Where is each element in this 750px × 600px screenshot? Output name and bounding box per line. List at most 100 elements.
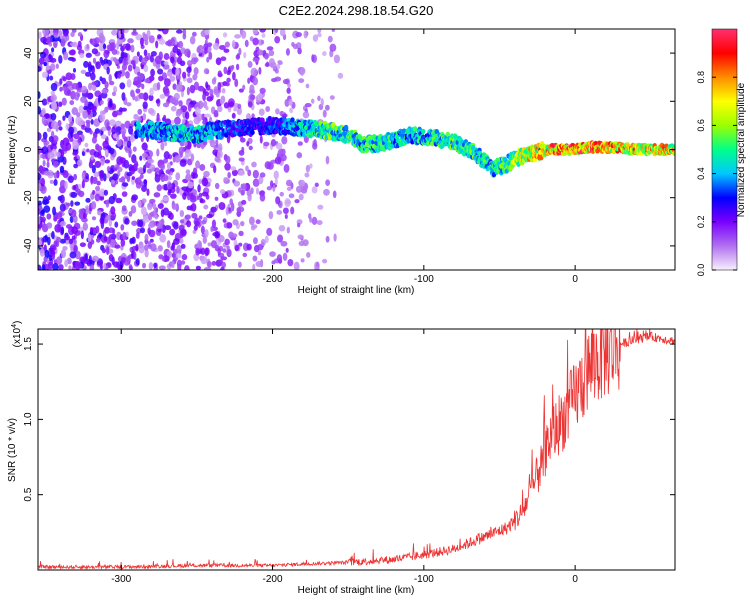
spectrogram-cell	[223, 223, 228, 229]
spectrogram-cell	[45, 64, 50, 71]
spectrogram-cell	[131, 220, 138, 226]
spectrogram-cell	[217, 149, 223, 159]
spectrogram-cell	[158, 219, 165, 225]
spectrogram-cell	[91, 164, 96, 174]
spectrogram-cell	[241, 183, 247, 192]
spectrogram-cell	[79, 53, 85, 59]
spectrogram-cell	[204, 247, 209, 257]
spectrogram-cell	[244, 39, 249, 48]
spectrogram-cell	[195, 160, 201, 169]
spectrogram-cell	[251, 161, 257, 168]
spectrogram-cell	[65, 224, 73, 229]
spectrogram-y-label: Frequency (Hz)	[7, 116, 18, 185]
spectrogram-cell	[217, 81, 222, 91]
spectrogram-cell	[232, 219, 239, 226]
snr-frame	[37, 328, 676, 571]
spectrogram-cell	[290, 206, 295, 215]
spectrogram-cell	[76, 159, 83, 167]
spectrogram-cell	[120, 224, 125, 231]
spectrogram-cell	[309, 217, 313, 223]
spectrogram-cell	[99, 265, 103, 270]
spectrogram-cell	[111, 126, 116, 135]
spectrogram-cell	[81, 217, 88, 223]
spectrogram-cell	[236, 53, 240, 59]
spectrogram-cell	[243, 51, 247, 59]
spectrogram-cell	[46, 222, 53, 229]
spectrogram-cell	[206, 42, 213, 47]
spectrogram-cell	[86, 43, 90, 50]
spectrogram-cell	[52, 251, 56, 260]
spectrogram-cell	[217, 247, 221, 256]
spectrogram-cell	[148, 35, 155, 44]
spectrogram-cell	[221, 88, 226, 94]
spectrogram-cell	[201, 220, 207, 225]
spectrogram-cell	[325, 235, 330, 243]
spectrogram-cell	[194, 220, 200, 227]
spectrogram-cell	[157, 29, 164, 32]
spectrogram-cell	[314, 266, 320, 270]
spectrogram-cell	[104, 226, 111, 234]
spectrogram-cell	[142, 262, 147, 269]
spectrogram-cell	[114, 58, 120, 65]
spectrogram-cell	[298, 193, 304, 201]
spectrogram-cell	[220, 256, 228, 261]
spectrogram-cell	[43, 256, 48, 263]
spectrogram-cell	[190, 202, 197, 212]
spectrogram-cell	[72, 151, 78, 156]
spectrogram-cell	[309, 163, 313, 169]
spectrogram-cell	[59, 86, 63, 92]
colorbar-gradient	[711, 28, 738, 271]
spectrogram-cell	[286, 87, 291, 94]
spectrogram-cell	[70, 73, 76, 80]
spectrogram-cell	[92, 105, 97, 113]
spectrogram-cell	[264, 161, 272, 170]
spectrogram-cell	[137, 200, 142, 209]
spectrogram-cell	[278, 224, 286, 232]
spectrogram-cell	[238, 157, 245, 162]
spectrogram-cell	[38, 239, 43, 247]
spectrogram-cell	[132, 29, 137, 35]
spectrogram-cell	[48, 53, 52, 61]
spectrogram-cell	[108, 253, 114, 262]
spectrogram-cell	[144, 233, 149, 242]
spectrogram-cell	[231, 169, 238, 177]
spectrogram-cell	[47, 152, 55, 159]
spectrogram-cell	[42, 29, 50, 36]
spectrogram-cell	[220, 56, 227, 62]
spectrogram-cell	[48, 135, 54, 143]
spectrogram-cell	[60, 40, 66, 47]
spectrogram-cell	[261, 33, 266, 38]
spectrogram-cell	[53, 172, 58, 179]
spectrogram-cell	[222, 218, 227, 223]
colorbar: 0.0 0.2 0.4 0.6 0.8 Normalized spectral ampl…	[696, 28, 747, 276]
spectrogram-cell	[317, 32, 322, 38]
spectrogram-cell	[179, 209, 185, 218]
spectrogram-cell	[44, 249, 50, 259]
spectrogram-cell	[204, 229, 209, 238]
spectrogram-cell	[109, 239, 116, 248]
spectrogram-cell	[299, 179, 306, 187]
spectrogram-cell	[310, 98, 315, 104]
spectrogram-cell	[245, 113, 250, 120]
spectrogram-cell	[285, 179, 293, 187]
spectrogram-cell	[121, 205, 127, 212]
spectrogram-cell	[108, 74, 112, 83]
spectrogram-cell	[158, 38, 166, 45]
spectrogram-marks	[38, 29, 675, 270]
spectrogram-cell	[202, 92, 206, 102]
spectrogram-cell	[180, 228, 187, 237]
spectrogram-cell	[71, 235, 76, 240]
spectrogram-cell	[252, 37, 259, 46]
spectrogram-cell	[59, 203, 66, 212]
spectrogram-cell	[158, 265, 166, 270]
snr-y-axis: 0.5 1.0 1.5	[23, 337, 675, 502]
spectrogram-cell	[177, 40, 184, 49]
spectrogram-cell	[70, 31, 75, 37]
x-tick-label: 0	[572, 274, 578, 285]
spectrogram-cell	[208, 51, 213, 60]
spectrogram-cell	[171, 203, 178, 210]
spectrogram-cell	[118, 56, 124, 64]
spectrogram-cell	[215, 57, 222, 66]
spectrogram-cell	[672, 144, 675, 150]
